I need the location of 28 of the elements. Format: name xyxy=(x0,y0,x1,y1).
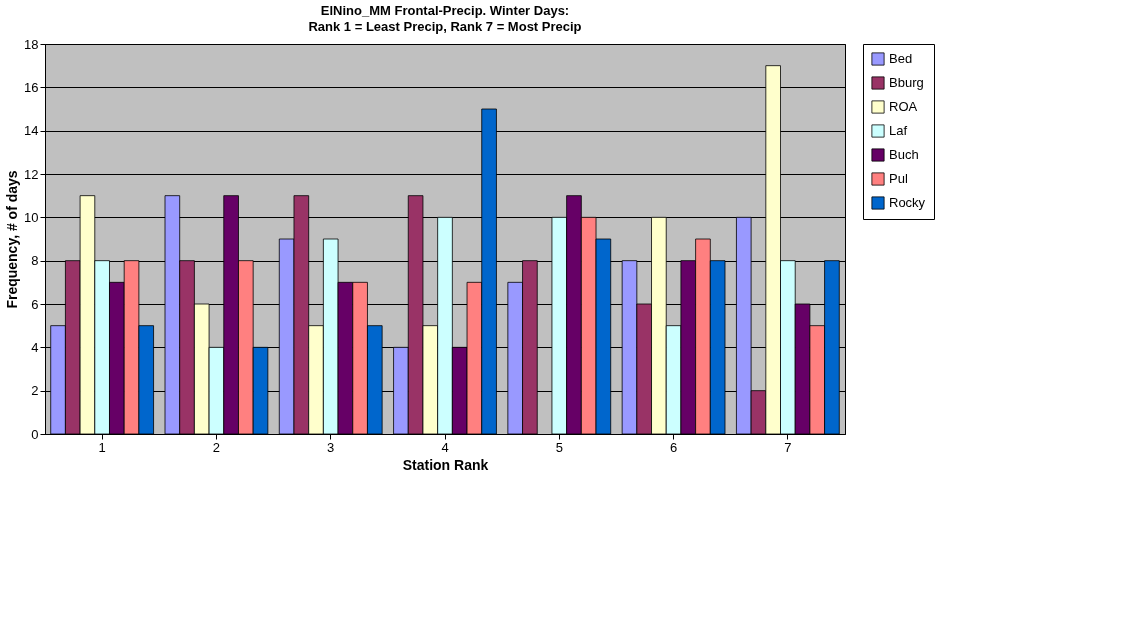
y-tick-label: 0 xyxy=(31,426,39,442)
y-tick-label: 6 xyxy=(31,296,39,312)
x-tick-label: 7 xyxy=(784,439,792,455)
x-tick-label: 6 xyxy=(669,439,678,455)
x-tick-label: 3 xyxy=(327,439,335,455)
legend-label: Laf xyxy=(889,123,908,138)
legend-label: Rocky xyxy=(889,195,926,210)
legend-label: Buch xyxy=(889,147,919,162)
x-axis-title: Station Rank xyxy=(402,456,489,473)
y-tick-label: 16 xyxy=(24,79,39,95)
y-tick-label: 2 xyxy=(31,383,39,399)
x-tick-label: 4 xyxy=(441,439,449,455)
y-axis-title: Frequency, # of days xyxy=(4,170,21,309)
legend-label: Bburg xyxy=(889,75,924,90)
legend-label: ROA xyxy=(889,99,918,114)
chart-subtitle: Rank 1 = Least Precip, Rank 7 = Most Precip xyxy=(308,19,582,34)
y-tick-label: 10 xyxy=(24,209,39,225)
legend-label: Pul xyxy=(889,171,908,186)
y-tick-label: 8 xyxy=(31,253,39,269)
y-tick-label: 12 xyxy=(24,166,39,182)
y-tick-label: 14 xyxy=(24,123,39,139)
x-tick-label: 2 xyxy=(212,439,221,455)
x-tick-label: 1 xyxy=(98,439,106,455)
chart-title: ElNino_MM Frontal-Precip. Winter Days: xyxy=(320,3,570,18)
y-tick-label: 4 xyxy=(31,339,39,355)
legend-label: Bed xyxy=(889,51,913,66)
x-tick-label: 5 xyxy=(555,439,563,455)
y-tick-label: 18 xyxy=(24,36,39,52)
